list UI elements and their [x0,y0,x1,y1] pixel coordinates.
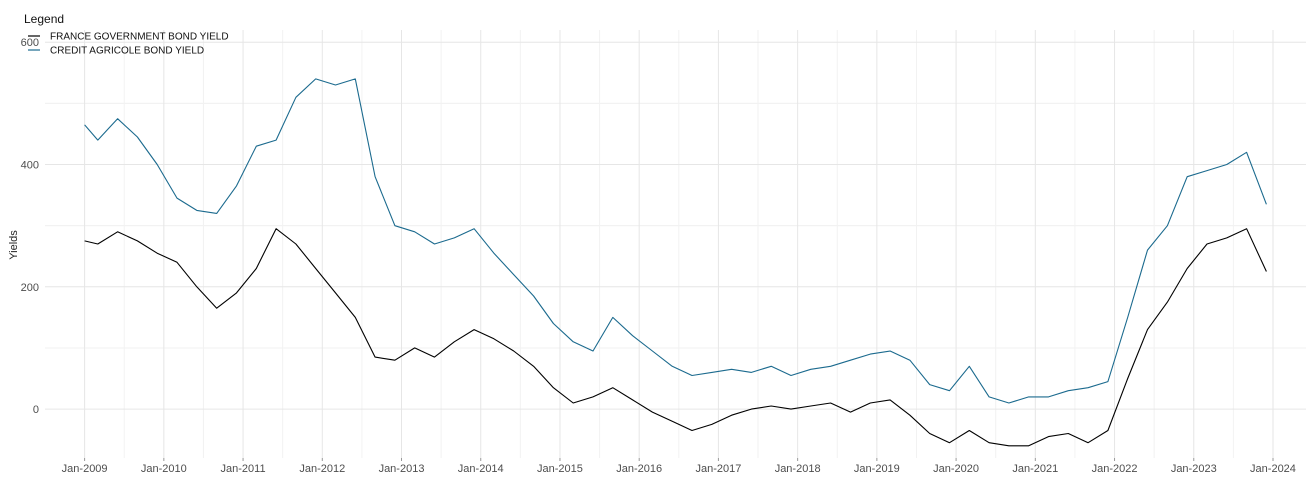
x-tick-label: Jan-2013 [379,463,425,475]
x-tick-label: Jan-2009 [62,463,108,475]
x-tick-label: Jan-2014 [458,463,504,475]
legend-title: Legend [24,12,64,26]
x-tick-label: Jan-2012 [299,463,345,475]
x-tick-label: Jan-2019 [854,463,900,475]
y-axis-title: Yields [8,230,20,260]
legend: Legend FRANCE GOVERNMENT BOND YIELD CREDI… [24,12,229,57]
y-tick-label: 200 [21,282,39,294]
x-tick-label: Jan-2017 [695,463,741,475]
series-line-credit-agricole [84,78,1267,404]
x-tick-label: Jan-2010 [141,463,187,475]
x-tick-label: Jan-2011 [221,463,266,475]
series-line-france-government [84,228,1267,447]
y-tick-label: 0 [33,404,39,416]
x-tick-label: Jan-2020 [933,463,979,475]
x-tick-label: Jan-2024 [1250,463,1296,475]
x-tick-label: Jan-2015 [537,463,583,475]
x-tick-label: Jan-2018 [775,463,821,475]
legend-label: CREDIT AGRICOLE BOND YIELD [50,46,204,57]
y-tick-label: 400 [21,160,39,172]
x-tick-label: Jan-2022 [1092,463,1138,475]
x-tick-label: Jan-2021 [1012,463,1058,475]
y-tick-label: 600 [21,37,39,49]
legend-label: FRANCE GOVERNMENT BOND YIELD [50,32,229,43]
x-tick-label: Jan-2023 [1171,463,1217,475]
x-tick-label: Jan-2016 [616,463,662,475]
